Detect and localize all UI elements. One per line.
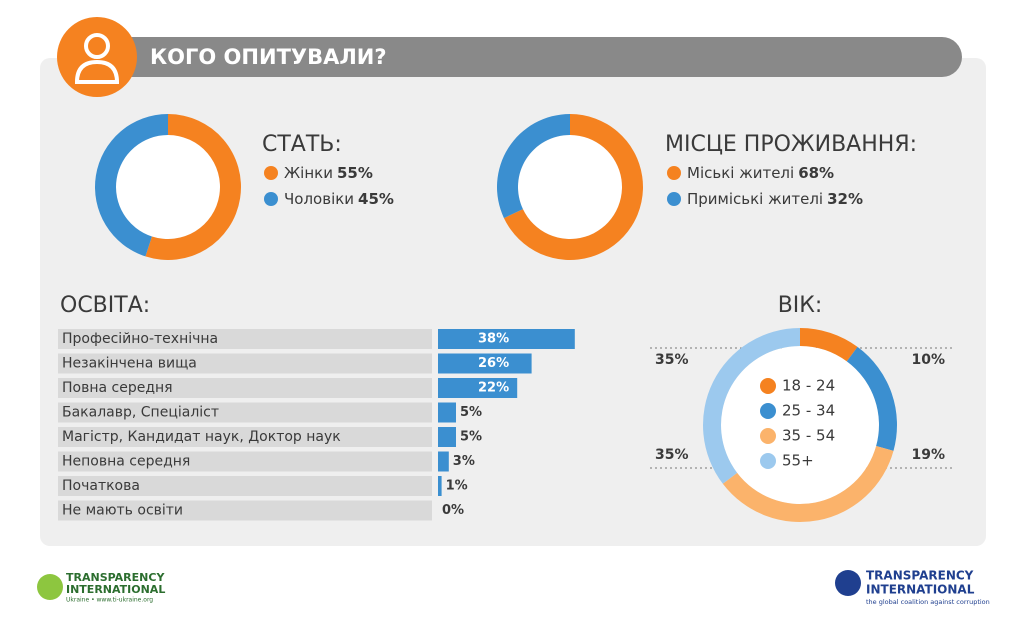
donut-segment [95, 114, 168, 257]
category-label: Не мають освіти [62, 503, 183, 519]
value-label: 35% [655, 447, 689, 463]
category-bg [58, 353, 432, 374]
category-bg [58, 378, 432, 398]
legend-dot [667, 166, 681, 180]
section-title: СТАТЬ: [262, 132, 342, 157]
legend-label: 55+ [782, 452, 814, 470]
legend-dot [760, 378, 776, 394]
logo-text: TRANSPARENCY [66, 571, 165, 584]
value-label: 3% [453, 454, 475, 469]
donut-segment [722, 446, 894, 522]
value-label: 10% [911, 352, 945, 368]
legend-dot [760, 453, 776, 469]
category-label: Бакалавр, Спеціаліст [62, 405, 219, 421]
value-label: 35% [655, 352, 689, 368]
value-label: 38% [478, 332, 509, 347]
bar [438, 427, 456, 447]
legend-dot [667, 192, 681, 206]
bar [438, 378, 518, 398]
category-label: Повна середня [62, 380, 173, 396]
logo-sub: Ukraine • www.ti-ukraine.org [66, 597, 153, 604]
value-label: 5% [460, 430, 482, 445]
legend-value: 55% [337, 164, 373, 182]
legend-entry: Чоловіки 45% [284, 190, 394, 208]
bar [438, 476, 442, 496]
donut-hole [721, 346, 879, 504]
legend-entry: Приміські жителі 32% [687, 190, 863, 208]
donut-hole [518, 135, 622, 239]
section-title: ОСВІТА: [60, 293, 150, 318]
donut-segment [703, 327, 800, 484]
value-label: 5% [460, 405, 482, 420]
donut-segment [497, 114, 570, 219]
category-bg [58, 476, 432, 496]
legend-label: Міські жителі [687, 164, 794, 182]
value-label: 0% [442, 503, 464, 518]
section-title: ВІК: [778, 293, 823, 318]
section-title: МІСЦЕ ПРОЖИВАННЯ: [665, 132, 917, 157]
logo-text: INTERNATIONAL [66, 583, 165, 596]
bar [438, 353, 532, 374]
legend-label: 25 - 34 [782, 402, 835, 420]
category-label: Професійно-технічна [62, 331, 218, 347]
legend-dot [760, 403, 776, 419]
bar [438, 451, 449, 472]
legend-label: Приміські жителі [687, 190, 823, 208]
logo-left: TRANSPARENCY INTERNATIONAL Ukraine • www… [37, 571, 165, 604]
category-bg [58, 451, 432, 472]
donut-hole [116, 135, 220, 239]
category-bg [58, 500, 432, 521]
value-label: 1% [446, 479, 468, 494]
logo-text: INTERNATIONAL [866, 583, 975, 597]
bar [438, 329, 575, 349]
legend-label: Жінки [284, 164, 333, 182]
legend-value: 32% [827, 190, 863, 208]
person-body [74, 59, 120, 84]
legend-dot [264, 166, 278, 180]
legend-entry: Жінки 55% [284, 164, 373, 182]
value-label: 22% [478, 381, 509, 396]
legend-value: 68% [798, 164, 834, 182]
legend-dot [760, 428, 776, 444]
legend-label: 35 - 54 [782, 427, 835, 445]
person-head [84, 33, 110, 59]
header-bar [70, 37, 962, 77]
legend-entry: Міські жителі 68% [687, 164, 834, 182]
logo-sub: the global coalition against corruption [866, 598, 990, 606]
category-bg [58, 402, 432, 423]
category-label: Магістр, Кандидат наук, Доктор наук [62, 429, 341, 445]
donut-segment [800, 328, 858, 362]
legend-value: 45% [358, 190, 394, 208]
category-label: Незакінчена вища [62, 356, 197, 372]
donut-segment [145, 114, 241, 260]
donut-segment [846, 346, 897, 451]
value-label: 19% [911, 447, 945, 463]
category-label: Початкова [62, 478, 140, 494]
category-bg [58, 427, 432, 447]
logo-text: TRANSPARENCY [866, 569, 974, 583]
header-title: КОГО ОПИТУВАЛИ? [150, 45, 387, 69]
value-label: 26% [478, 356, 509, 371]
legend-label: Чоловіки [284, 190, 354, 208]
category-bg [58, 329, 432, 349]
logo-right: TRANSPARENCY INTERNATIONAL the global co… [835, 569, 990, 606]
legend-label: 18 - 24 [782, 377, 835, 395]
donut-segment [503, 114, 643, 260]
legend-dot [264, 192, 278, 206]
category-label: Неповна середня [62, 454, 190, 470]
bar [438, 402, 456, 423]
